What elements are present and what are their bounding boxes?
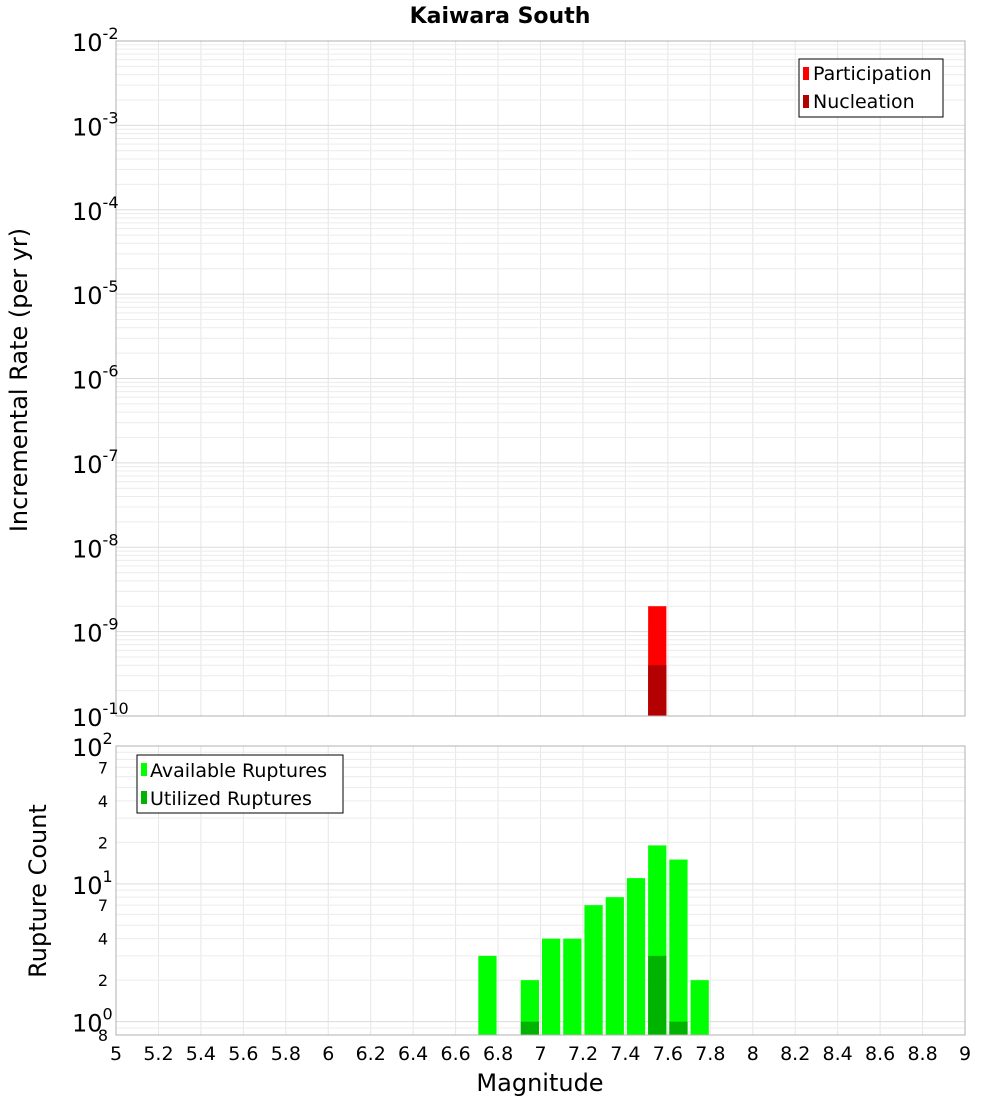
magnitude-tick-label: 8.2 xyxy=(780,1043,810,1065)
magnitude-tick-label: 8.4 xyxy=(823,1043,853,1065)
chart-title: Kaiwara South xyxy=(410,4,591,29)
count-bars xyxy=(478,845,709,1035)
rate-grid xyxy=(115,40,966,717)
count-y-axis-label: Rupture Count xyxy=(24,804,52,978)
count-panel: 102 101 100 7 4 2 7 4 2 8 5 5.2 5.4 5.6 5.8 6 6.2 6.4 6.6… xyxy=(24,729,971,1097)
count-series-1-bar xyxy=(669,1021,688,1035)
magnitude-tick-label: 8.6 xyxy=(865,1043,895,1065)
utilized-legend-label: Utilized Ruptures xyxy=(150,788,312,810)
rate-y-tick-label: 10-7 xyxy=(72,446,119,479)
rate-y-tick-label: 10-4 xyxy=(72,193,119,226)
rate-y-tick-label: 10-2 xyxy=(72,24,119,57)
count-y-minor-tick-label: 4 xyxy=(98,792,108,811)
magnitude-tick-label: 6.2 xyxy=(356,1043,386,1065)
count-y-ticks: 102 101 100 7 4 2 7 4 2 8 xyxy=(72,729,113,1045)
magnitude-tick-label: 8.8 xyxy=(907,1043,937,1065)
magnitude-tick-label: 7 xyxy=(534,1043,546,1065)
count-y-minor-tick-label: 2 xyxy=(98,971,108,990)
count-y-major-tick-label: 100 xyxy=(72,1005,113,1038)
count-series-0-bar xyxy=(626,878,646,1035)
nucleation-legend-swatch xyxy=(803,95,809,108)
magnitude-tick-label: 7.8 xyxy=(695,1043,725,1065)
utilized-legend-swatch xyxy=(141,791,147,804)
count-series-0-bar xyxy=(690,980,709,1035)
magnitude-tick-label: 5.2 xyxy=(143,1043,173,1065)
count-series-0-bar xyxy=(520,980,539,1035)
nucleation-legend-label: Nucleation xyxy=(813,91,915,113)
magnitude-tick-label: 7.2 xyxy=(568,1043,598,1065)
magnitude-tick-label: 5 xyxy=(110,1043,122,1065)
magnitude-tick-label: 5.4 xyxy=(186,1043,216,1065)
count-series-0-bar xyxy=(478,955,497,1035)
rate-bars xyxy=(648,606,667,716)
magnitude-tick-label: 6 xyxy=(322,1043,334,1065)
magnitude-tick-label: 8 xyxy=(747,1043,759,1065)
magnitude-tick-label: 5.6 xyxy=(228,1043,258,1065)
rate-plot-border xyxy=(115,40,966,717)
available-legend-label: Available Ruptures xyxy=(150,760,327,782)
magnitude-tick-label: 5.8 xyxy=(271,1043,301,1065)
count-series-1-bar xyxy=(520,1021,539,1035)
rate-y-tick-label: 10-8 xyxy=(72,530,119,563)
rate-y-ticks: 10-2 10-3 10-4 10-5 10-6 10-7 10-8 10-9 10-10 xyxy=(72,24,129,732)
rate-y-tick-label: 10-5 xyxy=(72,277,119,310)
magnitude-tick-label: 6.4 xyxy=(398,1043,428,1065)
rate-legend: Participation Nucleation xyxy=(798,58,944,118)
count-y-minor-tick-label: 7 xyxy=(98,896,108,915)
count-y-minor-tick-label: 8 xyxy=(98,1026,108,1045)
count-series-0-bar xyxy=(669,859,688,1035)
count-legend: Available Ruptures Utilized Ruptures xyxy=(136,754,344,814)
count-series-0-bar xyxy=(584,905,603,1035)
magnitude-axis-label: Magnitude xyxy=(476,1069,603,1097)
rate-legend-box xyxy=(798,58,944,118)
participation-legend-swatch xyxy=(803,67,809,80)
rate-y-tick-label: 10-6 xyxy=(72,362,119,395)
magnitude-tick-label: 9 xyxy=(959,1043,971,1065)
count-series-0-bar xyxy=(605,897,624,1035)
rate-series-1-bar xyxy=(648,665,667,716)
count-y-minor-tick-label: 4 xyxy=(98,930,108,949)
count-y-minor-tick-label: 7 xyxy=(98,758,108,777)
rate-y-axis-label: Incremental Rate (per yr) xyxy=(5,228,33,532)
participation-legend-label: Participation xyxy=(813,63,932,85)
count-y-minor-tick-label: 2 xyxy=(98,833,108,852)
count-legend-box xyxy=(136,754,344,814)
count-y-major-tick-label: 102 xyxy=(72,729,113,762)
count-series-0-bar xyxy=(542,938,561,1035)
magnitude-tick-label: 6.8 xyxy=(483,1043,513,1065)
magnitude-tick-label: 7.4 xyxy=(610,1043,640,1065)
magnitude-tick-label: 6.6 xyxy=(440,1043,470,1065)
available-legend-swatch xyxy=(141,763,147,776)
count-series-1-bar xyxy=(648,955,667,1035)
rate-y-tick-label: 10-10 xyxy=(72,699,129,732)
rate-y-tick-label: 10-9 xyxy=(72,615,119,648)
magnitude-x-ticks: 5 5.2 5.4 5.6 5.8 6 6.2 6.4 6.6 6.8 7 7.2 7.4 7.6 7.8 8… xyxy=(110,1043,971,1065)
count-plot-border xyxy=(115,745,966,1036)
rate-panel: 10-2 10-3 10-4 10-5 10-6 10-7 10-8 10-9 10-10 In… xyxy=(5,24,966,732)
rate-y-tick-label: 10-3 xyxy=(72,108,119,141)
magnitude-tick-label: 7.6 xyxy=(653,1043,683,1065)
count-series-0-bar xyxy=(563,938,582,1035)
count-y-major-tick-label: 101 xyxy=(72,867,113,900)
